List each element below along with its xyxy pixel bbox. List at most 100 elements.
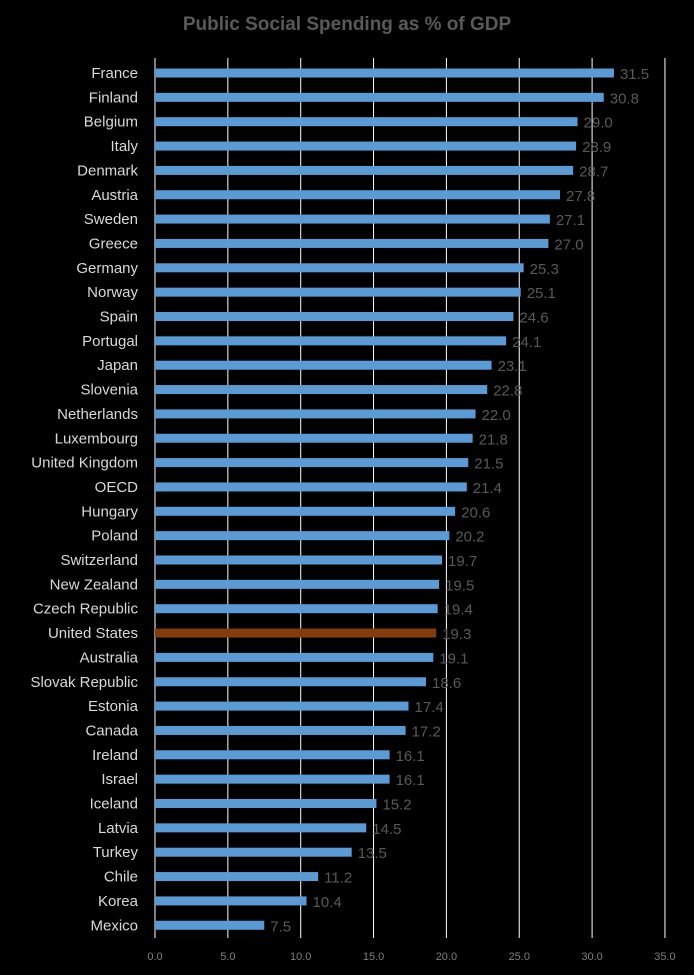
data-label: 19.4	[444, 602, 473, 619]
data-label: 24.6	[519, 310, 548, 327]
category-label: Belgium	[84, 114, 138, 131]
data-label: 16.1	[396, 748, 425, 765]
category-label: Finland	[89, 89, 138, 106]
bar	[155, 287, 521, 297]
category-label: Spain	[100, 309, 138, 326]
data-label: 22.8	[493, 383, 522, 400]
category-label: Luxembourg	[55, 430, 138, 447]
bar	[155, 823, 367, 833]
category-label: Mexico	[90, 917, 138, 934]
x-axis-ticks: 0.0 5.0 10.0 15.0 20.0 25.0 30.0 35.0	[147, 951, 675, 963]
bar	[155, 555, 443, 565]
data-label: 24.1	[512, 334, 541, 351]
bar	[155, 312, 514, 321]
category-label: Germany	[76, 260, 138, 277]
data-label: 14.5	[372, 821, 401, 838]
x-tick-label: 20.0	[436, 951, 457, 963]
x-tick-label: 10.0	[290, 951, 311, 963]
bar	[155, 238, 549, 248]
bar	[155, 847, 352, 857]
bar	[155, 214, 550, 224]
category-label: United States	[48, 625, 138, 642]
category-label: Sweden	[84, 211, 138, 228]
bar	[155, 604, 438, 614]
category-label: Ireland	[92, 747, 138, 764]
x-tick-label: 30.0	[581, 951, 602, 963]
category-label: Switzerland	[60, 552, 138, 569]
category-label: Australia	[80, 649, 139, 666]
bar-layer	[155, 68, 614, 930]
category-label: Japan	[97, 357, 138, 374]
category-label: Latvia	[98, 820, 139, 837]
bar	[155, 68, 614, 78]
data-label: 28.7	[579, 163, 608, 180]
bar	[155, 799, 377, 808]
data-label: 19.3	[442, 626, 471, 643]
data-label: 19.1	[439, 650, 468, 667]
data-label: 30.8	[610, 90, 639, 107]
label-layer: France 31.5 Finland 30.8 Belgium 29.0 Italy 28.…	[30, 65, 649, 935]
category-label: Hungary	[81, 503, 138, 520]
data-label: 25.3	[530, 261, 559, 278]
bar	[155, 360, 492, 370]
data-label: 10.4	[313, 894, 342, 911]
category-label: Norway	[87, 284, 138, 301]
bar	[155, 677, 427, 687]
x-tick-label: 0.0	[147, 951, 162, 963]
data-label: 15.2	[382, 797, 411, 814]
bar	[155, 628, 437, 638]
data-label: 13.5	[358, 845, 387, 862]
data-label: 28.9	[582, 139, 611, 156]
data-label: 17.2	[412, 723, 441, 740]
bar	[155, 725, 406, 735]
data-label: 19.5	[445, 577, 474, 594]
x-tick-label: 25.0	[509, 951, 530, 963]
category-label: Austria	[91, 187, 138, 204]
data-label: 27.0	[554, 236, 583, 253]
category-label: Iceland	[90, 796, 138, 813]
data-label: 31.5	[620, 66, 649, 83]
data-label: 27.1	[556, 212, 585, 229]
category-label: Korea	[98, 893, 139, 910]
data-label: 21.4	[473, 480, 502, 497]
bar	[155, 701, 409, 711]
bar	[155, 896, 307, 906]
data-label: 22.0	[482, 407, 511, 424]
chart-title: Public Social Spending as % of GDP	[182, 14, 512, 35]
bar	[155, 263, 524, 273]
data-label: 7.5	[270, 918, 291, 935]
category-label: Denmark	[77, 162, 138, 179]
category-label: OECD	[95, 479, 139, 496]
grid-layer	[154, 58, 666, 938]
bar	[155, 872, 319, 882]
bar	[155, 750, 390, 760]
data-label: 25.1	[527, 285, 556, 302]
data-label: 20.6	[461, 504, 490, 521]
data-label: 11.2	[324, 870, 352, 887]
category-label: United Kingdom	[31, 455, 138, 472]
category-label: Slovenia	[80, 382, 138, 399]
bar	[155, 190, 561, 200]
category-label: Estonia	[88, 698, 139, 715]
data-label: 27.8	[566, 188, 595, 205]
x-tick-label: 5.0	[220, 951, 235, 963]
data-label: 17.4	[415, 699, 444, 716]
bar	[155, 920, 265, 930]
category-label: Canada	[85, 722, 138, 739]
category-label: Netherlands	[57, 406, 138, 423]
category-label: Chile	[104, 869, 138, 886]
category-label: Israel	[101, 771, 138, 788]
bar	[155, 433, 473, 443]
bar	[155, 165, 574, 175]
category-label: Czech Republic	[33, 601, 139, 618]
category-label: Italy	[110, 138, 138, 155]
category-label: Turkey	[93, 844, 139, 861]
data-label: 20.2	[455, 529, 484, 546]
category-label: Slovak Republic	[30, 674, 138, 691]
data-label: 21.8	[479, 431, 508, 448]
bar	[155, 117, 578, 127]
bar	[155, 774, 390, 784]
bar	[155, 141, 577, 151]
bar	[155, 409, 476, 419]
